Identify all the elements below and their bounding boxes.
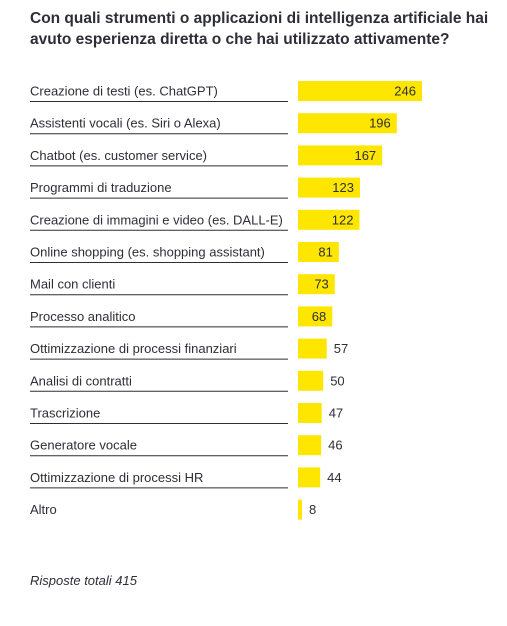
- bar: [298, 81, 422, 101]
- bar: [298, 306, 333, 327]
- bar: [298, 274, 335, 295]
- bar-row: Ottimizzazione di processi HR 44: [30, 467, 342, 489]
- bar-row: Altro 8: [30, 499, 316, 520]
- bar-row: Ottimizzazione di processi finanziari 57: [30, 338, 348, 360]
- bar: [298, 338, 327, 359]
- bar-row: Trascrizione 47: [30, 403, 343, 424]
- bar-value-label: 50: [330, 373, 344, 388]
- bar-row: Processo analitico 68: [30, 306, 333, 328]
- bar: [298, 467, 321, 488]
- bar: [298, 209, 360, 230]
- bar: [298, 435, 322, 456]
- bar-value-label: 123: [332, 180, 354, 195]
- category-label: Trascrizione: [30, 406, 100, 421]
- bar-row: Analisi di contratti 50: [30, 370, 345, 392]
- bar: [298, 113, 397, 134]
- category-label: Ottimizzazione di processi finanziari: [30, 341, 237, 356]
- bar-row: Chatbot (es. customer service) 167: [30, 145, 383, 167]
- bar-row: Programmi di traduzione 123: [30, 177, 360, 199]
- category-label: Altro: [30, 502, 57, 517]
- bar-row: Mail con clienti 73: [30, 274, 335, 296]
- bar: [298, 177, 360, 198]
- category-label: Creazione di testi (es. ChatGPT): [30, 84, 218, 99]
- bar-value-label: 57: [334, 341, 348, 356]
- chart-title: Con quali strumenti o applicazioni di in…: [30, 10, 489, 48]
- bar-row: Online shopping (es. shopping assistant)…: [30, 242, 339, 263]
- bar-value-label: 46: [328, 438, 342, 453]
- category-label: Analisi di contratti: [30, 373, 132, 388]
- category-label: Chatbot (es. customer service): [30, 148, 207, 163]
- category-label: Processo analitico: [30, 309, 136, 324]
- bar-row: Creazione di immagini e video (es. DALL-…: [30, 209, 360, 231]
- category-label: Ottimizzazione di processi HR: [30, 470, 203, 485]
- bar-value-label: 8: [309, 502, 316, 517]
- total-responses-note: Risposte totali 415: [30, 573, 137, 588]
- bar: [298, 499, 303, 520]
- bar-value-label: 44: [327, 470, 341, 485]
- bar: [298, 242, 339, 262]
- bar-row: Generatore vocale 46: [30, 435, 343, 457]
- category-label: Creazione di immagini e video (es. DALL-…: [30, 212, 283, 227]
- bar-value-label: 196: [369, 116, 391, 131]
- bar: [298, 370, 324, 391]
- category-label: Mail con clienti: [30, 277, 115, 292]
- bar-value-label: 122: [332, 212, 354, 227]
- bar-value-label: 73: [314, 277, 328, 292]
- category-label: Assistenti vocali (es. Siri o Alexa): [30, 116, 221, 131]
- bar-value-label: 246: [394, 84, 416, 99]
- bar-value-label: 81: [318, 245, 332, 260]
- bar-row: Assistenti vocali (es. Siri o Alexa) 196: [30, 113, 397, 135]
- category-label: Programmi di traduzione: [30, 180, 172, 195]
- category-label: Generatore vocale: [30, 438, 137, 453]
- bar: [298, 403, 322, 423]
- bar-row: Creazione di testi (es. ChatGPT) 246: [30, 81, 422, 102]
- bar-value-label: 47: [329, 406, 343, 421]
- bar-value-label: 167: [354, 148, 376, 163]
- bar-value-label: 68: [312, 309, 326, 324]
- category-label: Online shopping (es. shopping assistant): [30, 245, 265, 260]
- bar: [298, 145, 383, 166]
